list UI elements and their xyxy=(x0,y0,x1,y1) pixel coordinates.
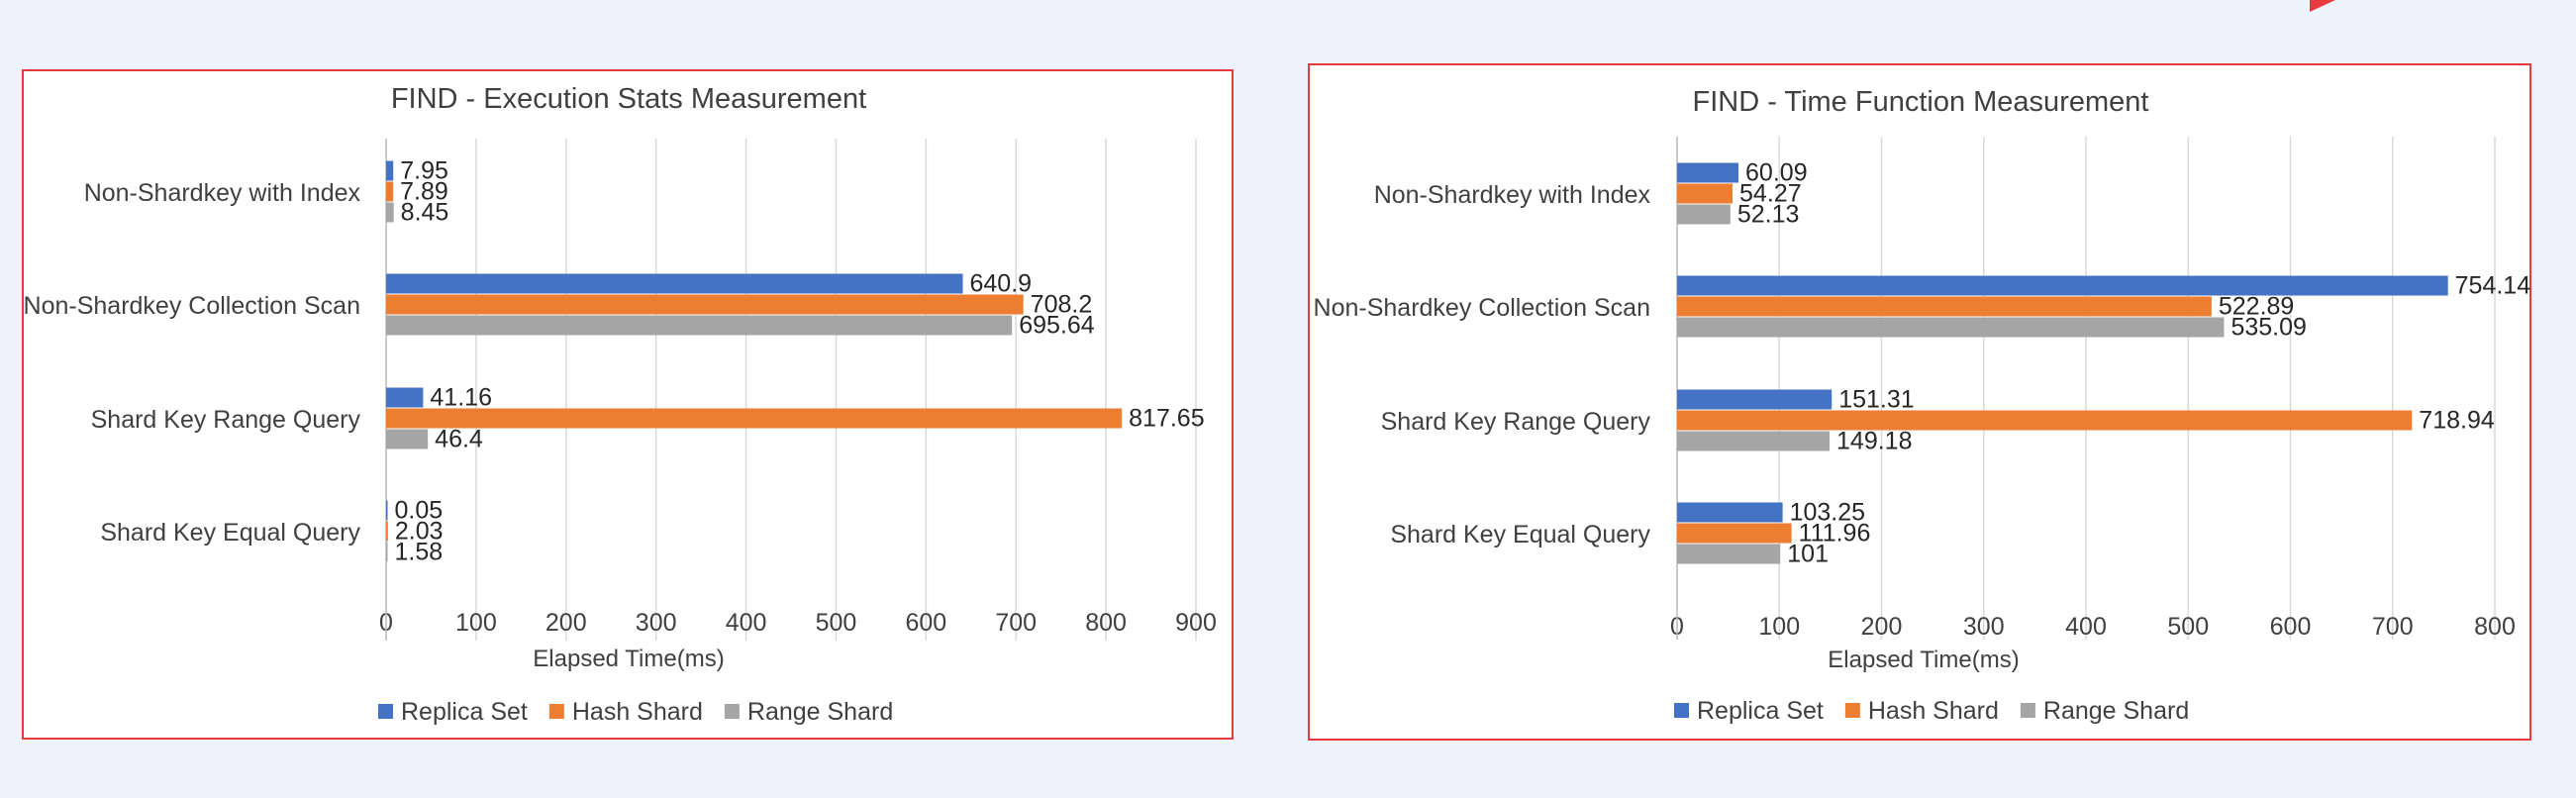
category-label: Non-Shardkey with Index xyxy=(1374,181,1651,209)
category-label: Non-Shardkey with Index xyxy=(84,179,361,207)
data-label: 54.27 xyxy=(1739,180,1802,208)
bar xyxy=(1677,523,1792,544)
x-tick-label: 200 xyxy=(1861,613,1903,641)
data-label: 111.96 xyxy=(1799,520,1871,548)
category-label: Shard Key Range Query xyxy=(1381,408,1651,436)
legend-swatch xyxy=(378,704,393,719)
x-tick-label: 700 xyxy=(2372,613,2414,641)
legend-swatch xyxy=(1844,703,1860,718)
data-label: 41.16 xyxy=(430,384,492,412)
chart-title: FIND - Execution Stats Measurement xyxy=(391,83,866,115)
bar xyxy=(386,273,963,294)
x-tick-label: 300 xyxy=(636,609,677,637)
time-function-chart-panel: FIND - Time Function Measurement 0 100 200 3… xyxy=(1308,63,2531,741)
execution-stats-chart-panel: FIND - Execution Stats Measurement 0 100 20… xyxy=(22,69,1234,740)
x-tick-label: 100 xyxy=(1758,613,1800,641)
bar xyxy=(1677,317,2225,338)
data-label: 535.09 xyxy=(2230,314,2306,342)
bar xyxy=(386,542,388,562)
category-label: Shard Key Range Query xyxy=(91,406,361,434)
data-label: 640.9 xyxy=(970,270,1033,298)
legend-swatch xyxy=(1674,703,1689,718)
category-label: Shard Key Equal Query xyxy=(100,519,360,547)
data-label: 101 xyxy=(1787,541,1829,568)
data-label: 718.94 xyxy=(2419,407,2495,435)
data-label: 60.09 xyxy=(1745,159,1808,187)
data-label: 149.18 xyxy=(1836,428,1912,455)
x-tick-label: 800 xyxy=(2474,613,2516,641)
bar xyxy=(1677,431,1831,451)
data-label: 817.65 xyxy=(1129,405,1204,433)
x-tick-label: 800 xyxy=(1085,609,1127,637)
legend-label: Replica Set xyxy=(401,698,528,726)
legend-label: Range Shard xyxy=(2043,697,2189,725)
bar xyxy=(386,521,388,542)
legend-swatch xyxy=(2020,703,2035,718)
chart-title: FIND - Time Function Measurement xyxy=(1693,86,2149,118)
x-axis-title: Elapsed Time(ms) xyxy=(533,646,724,672)
bar xyxy=(1677,204,1731,225)
bar xyxy=(1677,296,2212,317)
data-label: 7.95 xyxy=(400,157,448,185)
x-tick-label: 900 xyxy=(1175,609,1217,637)
bar xyxy=(386,408,1123,429)
data-label: 52.13 xyxy=(1737,201,1800,229)
x-tick-label: 400 xyxy=(726,609,767,637)
data-label: 695.64 xyxy=(1019,312,1095,340)
legend-label: Hash Shard xyxy=(1868,697,1999,725)
data-label: 7.89 xyxy=(400,178,448,206)
legend-label: Range Shard xyxy=(747,698,893,726)
bar xyxy=(386,294,1024,315)
data-label: 1.58 xyxy=(395,539,444,566)
bar xyxy=(386,500,388,521)
legend-label: Replica Set xyxy=(1697,697,1824,725)
x-tick-label: 500 xyxy=(816,609,857,637)
bar xyxy=(1677,275,2448,296)
bar xyxy=(1677,410,2413,431)
x-tick-label: 100 xyxy=(455,609,497,637)
corner-arrow-shape xyxy=(2310,0,2335,12)
data-label: 2.03 xyxy=(395,518,444,546)
bar xyxy=(1677,162,1739,183)
bar xyxy=(1677,544,1781,564)
category-label: Shard Key Equal Query xyxy=(1390,521,1650,549)
data-label: 151.31 xyxy=(1838,386,1914,414)
red-corner-arrow xyxy=(2310,0,2335,12)
data-label: 46.4 xyxy=(435,426,483,453)
category-label: Non-Shardkey Collection Scan xyxy=(24,292,360,320)
bar xyxy=(1677,389,1833,410)
data-label: 8.45 xyxy=(401,199,449,227)
x-tick-label: 300 xyxy=(1963,613,2005,641)
bar xyxy=(1677,183,1734,204)
x-tick-label: 200 xyxy=(545,609,587,637)
x-tick-label: 600 xyxy=(2270,613,2312,641)
data-label: 0.05 xyxy=(395,497,444,525)
legend-swatch xyxy=(548,704,564,719)
legend-swatch xyxy=(724,704,740,719)
x-tick-label: 400 xyxy=(2065,613,2107,641)
data-label: 103.25 xyxy=(1790,499,1865,527)
bar xyxy=(386,202,394,223)
bar xyxy=(386,160,394,181)
x-tick-label: 500 xyxy=(2167,613,2209,641)
data-label: 754.14 xyxy=(2455,272,2531,300)
category-label: Non-Shardkey Collection Scan xyxy=(1314,294,1650,322)
data-label: 708.2 xyxy=(1031,291,1093,319)
bar xyxy=(386,315,1013,336)
bar xyxy=(1677,502,1783,523)
bar xyxy=(386,387,424,408)
legend-label: Hash Shard xyxy=(572,698,703,726)
x-axis-title: Elapsed Time(ms) xyxy=(1828,647,2019,673)
bar xyxy=(386,429,429,449)
data-label: 522.89 xyxy=(2219,293,2294,321)
x-tick-label: 600 xyxy=(905,609,946,637)
x-tick-label: 700 xyxy=(995,609,1037,637)
bar xyxy=(386,181,394,202)
